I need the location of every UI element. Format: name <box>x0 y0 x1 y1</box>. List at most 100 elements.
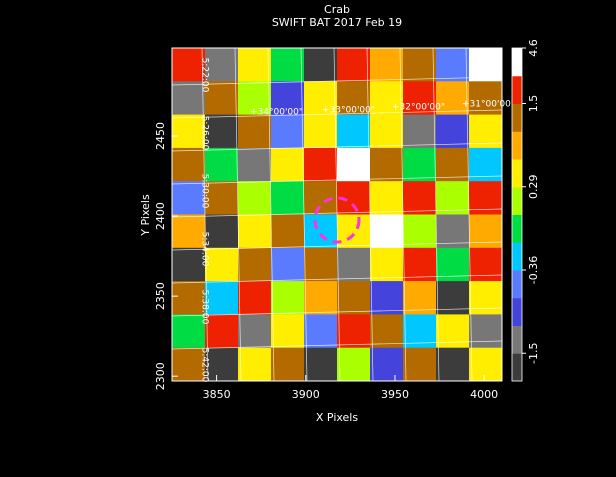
heatmap-cell <box>370 48 404 82</box>
heatmap-cell <box>337 348 371 382</box>
heatmap-cell <box>271 281 305 315</box>
heatmap-cell <box>238 48 272 82</box>
heatmap-cell <box>403 115 437 149</box>
heatmap-cell <box>469 281 503 315</box>
heatmap-cell <box>238 281 272 315</box>
heatmap-cell <box>304 148 338 182</box>
heatmap-cell <box>370 348 404 382</box>
heatmap-cell <box>238 148 272 182</box>
heatmap-cell <box>370 314 404 348</box>
heatmap-cell <box>337 314 371 348</box>
x-tick-label: 4000 <box>470 388 498 401</box>
colorbar-segment <box>512 104 522 132</box>
heatmap-cell <box>271 148 305 182</box>
heatmap-cell <box>469 248 503 282</box>
colorbar-segment <box>512 242 522 270</box>
heatmap-cell <box>304 215 338 249</box>
ra-label: 5:22:00 <box>200 58 210 93</box>
heatmap-cell <box>403 215 437 249</box>
heatmap-cell <box>337 281 371 315</box>
ra-label: 5:34:00 <box>200 232 210 267</box>
chart-subtitle: SWIFT BAT 2017 Feb 19 <box>272 16 402 29</box>
heatmap-cell <box>370 148 404 182</box>
colorbar-segment <box>512 48 522 76</box>
y-tick-label: 2450 <box>154 122 167 150</box>
heatmap-cell <box>238 181 272 215</box>
heatmap-cell <box>436 48 470 82</box>
heatmap-cell <box>337 48 371 82</box>
y-axis-label: Y Pixels <box>139 194 152 237</box>
colorbar-segment <box>512 353 522 381</box>
heatmap-cell <box>238 215 272 249</box>
heatmap-cell <box>238 348 272 382</box>
chart-title: Crab <box>324 3 350 16</box>
heatmap-cell <box>304 348 338 382</box>
dec-label: +34°00'00" <box>250 108 303 118</box>
heatmap-cell <box>271 115 305 149</box>
heatmap-cell <box>469 348 503 382</box>
colorbar-segment <box>512 76 522 104</box>
heatmap-cell <box>436 281 470 315</box>
heatmap-cell <box>271 348 305 382</box>
heatmap-cell <box>337 248 371 282</box>
heatmap-cell <box>370 181 404 215</box>
colorbar-segment <box>512 326 522 354</box>
heatmap-cell <box>337 215 371 249</box>
x-tick-label: 3950 <box>381 388 409 401</box>
heatmap-cell <box>469 48 503 82</box>
colorbar-segment <box>512 270 522 298</box>
ra-label: 5:26:00 <box>200 116 210 151</box>
ra-label: 5:42:00 <box>200 348 210 383</box>
y-tick-label: 2400 <box>154 202 167 230</box>
heatmap-cell <box>436 314 470 348</box>
heatmap-cell <box>271 248 305 282</box>
y-tick-label: 2300 <box>154 362 167 390</box>
heatmap-cell <box>337 148 371 182</box>
colorbar-segment <box>512 131 522 159</box>
ra-label: 5:38:00 <box>200 290 210 325</box>
colorbar-segment <box>512 215 522 243</box>
heatmap-cell <box>304 314 338 348</box>
heatmap-cell <box>304 281 338 315</box>
heatmap-cell <box>238 115 272 149</box>
colorbar-tick-label: 4.6 <box>527 39 540 57</box>
heatmap-cell <box>469 314 503 348</box>
colorbar-tick-label: -1.5 <box>527 343 540 364</box>
colorbar-tick-label: -0.36 <box>527 256 540 284</box>
heatmap-cell <box>403 181 437 215</box>
y-tick-label: 2350 <box>154 282 167 310</box>
heatmap-cell <box>469 215 503 249</box>
heatmap-cell <box>271 181 305 215</box>
heatmap-cell <box>370 248 404 282</box>
heatmap-cell <box>271 314 305 348</box>
heatmap-cell <box>271 215 305 249</box>
heatmap-cell <box>238 248 272 282</box>
heatmap-cell <box>403 148 437 182</box>
colorbar-tick-label: 1.5 <box>527 95 540 113</box>
x-axis-label: X Pixels <box>316 411 358 424</box>
colorbar-segment <box>512 187 522 215</box>
heatmap-cell <box>403 48 437 82</box>
heatmap-cell <box>370 281 404 315</box>
chart: +34°00'00" +33°00'00" +32°00'00" +31°00'00"… <box>0 0 616 477</box>
heatmap-cell <box>370 215 404 249</box>
colorbar-segment <box>512 159 522 187</box>
heatmap-cell <box>337 115 371 149</box>
x-tick-label: 3900 <box>292 388 320 401</box>
heatmap-cell <box>304 48 338 82</box>
heatmap-cell <box>436 115 470 149</box>
heatmap-cell <box>436 348 470 382</box>
heatmap-cell <box>370 115 404 149</box>
colorbar-segment <box>512 298 522 326</box>
x-tick-label: 3850 <box>203 388 231 401</box>
heatmap-cell <box>271 48 305 82</box>
ra-label: 5:30:00 <box>200 174 210 209</box>
dec-label: +32°00'00" <box>392 103 445 113</box>
dec-label: +31°00'00" <box>462 100 515 110</box>
heatmap-cell <box>304 248 338 282</box>
heatmap-cell <box>238 314 272 348</box>
dec-label: +33°00'00" <box>322 106 375 116</box>
heatmap-cell <box>403 348 437 382</box>
heatmap-cell <box>304 115 338 149</box>
colorbar-tick-label: 0.29 <box>527 175 540 200</box>
